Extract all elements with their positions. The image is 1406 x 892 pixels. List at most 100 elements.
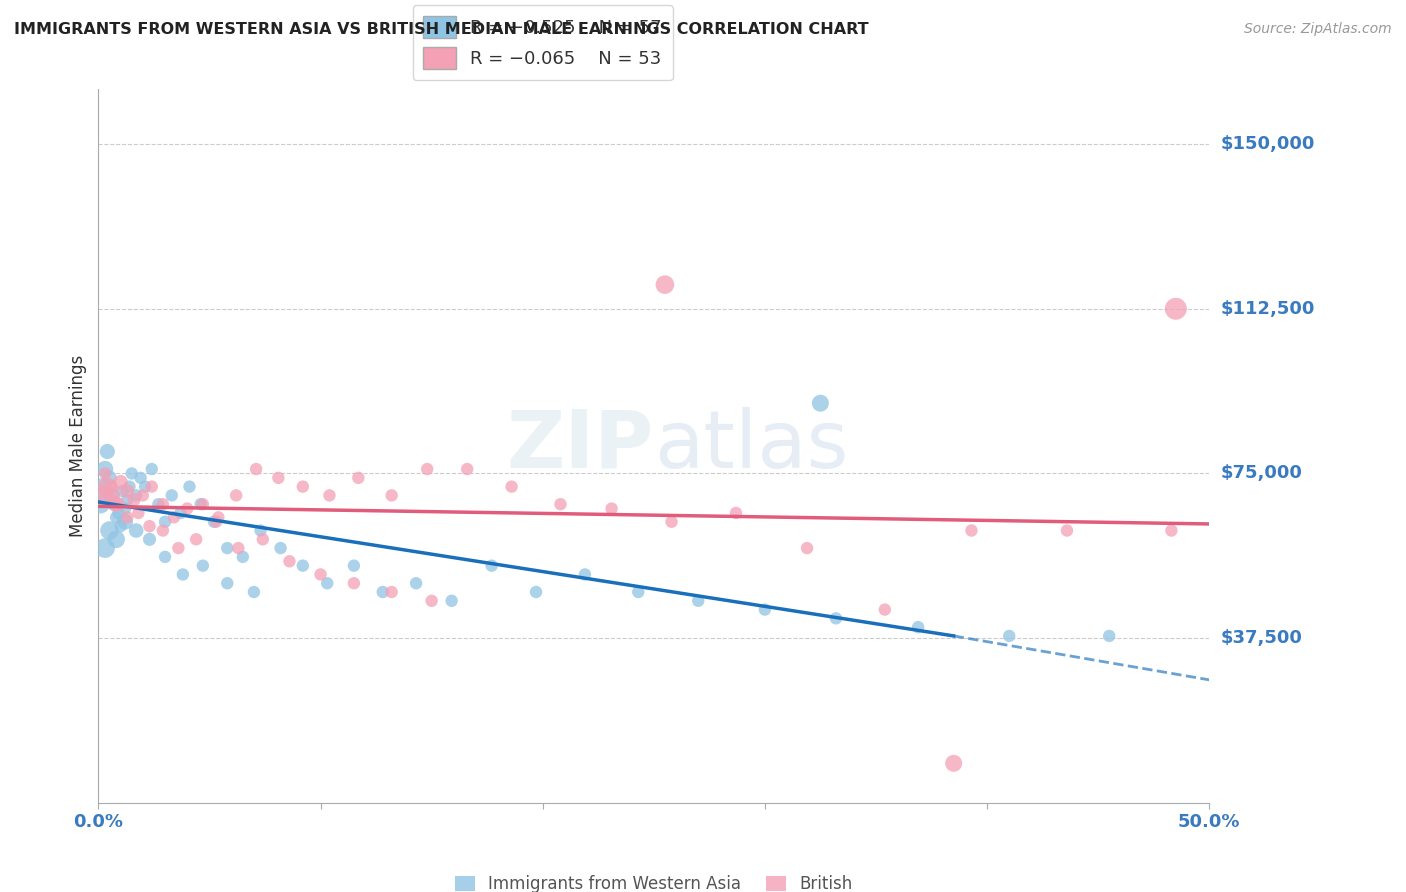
Point xyxy=(318,488,340,502)
Point xyxy=(100,488,122,502)
Point xyxy=(121,467,143,481)
Point xyxy=(688,594,710,608)
Point xyxy=(138,519,160,533)
Point xyxy=(94,541,117,555)
Point xyxy=(134,480,156,494)
Point xyxy=(825,611,848,625)
Point xyxy=(96,480,118,494)
Point xyxy=(810,396,832,410)
Legend: Immigrants from Western Asia, British: Immigrants from Western Asia, British xyxy=(449,868,859,892)
Point xyxy=(111,483,134,498)
Point xyxy=(114,515,136,529)
Point xyxy=(1098,629,1121,643)
Point xyxy=(1056,524,1078,538)
Point xyxy=(202,515,225,529)
Point xyxy=(117,510,139,524)
Point xyxy=(309,567,332,582)
Point xyxy=(105,533,128,547)
Point xyxy=(343,576,366,591)
Point xyxy=(416,462,439,476)
Point xyxy=(654,277,676,292)
Point xyxy=(103,497,125,511)
Point xyxy=(100,480,122,494)
Point xyxy=(661,515,683,529)
Point xyxy=(942,756,965,771)
Point xyxy=(141,462,163,476)
Point xyxy=(107,497,129,511)
Point xyxy=(481,558,503,573)
Text: ZIP: ZIP xyxy=(506,407,654,485)
Point xyxy=(207,510,229,524)
Point xyxy=(105,510,128,524)
Point xyxy=(110,519,132,533)
Point xyxy=(343,558,366,573)
Text: $37,500: $37,500 xyxy=(1220,629,1302,647)
Text: atlas: atlas xyxy=(654,407,848,485)
Point xyxy=(316,576,339,591)
Text: $75,000: $75,000 xyxy=(1220,465,1302,483)
Point xyxy=(94,462,117,476)
Point xyxy=(550,497,572,511)
Point xyxy=(960,524,983,538)
Text: $112,500: $112,500 xyxy=(1220,300,1315,318)
Point xyxy=(105,497,128,511)
Point xyxy=(172,567,194,582)
Point xyxy=(90,497,112,511)
Point xyxy=(627,585,650,599)
Text: IMMIGRANTS FROM WESTERN ASIA VS BRITISH MEDIAN MALE EARNINGS CORRELATION CHART: IMMIGRANTS FROM WESTERN ASIA VS BRITISH … xyxy=(14,22,869,37)
Point xyxy=(217,541,239,555)
Point xyxy=(291,480,314,494)
Point xyxy=(176,501,198,516)
Point xyxy=(153,515,176,529)
Point xyxy=(96,444,118,458)
Point xyxy=(91,488,114,502)
Point xyxy=(873,602,896,616)
Point xyxy=(94,467,117,481)
Point xyxy=(243,585,266,599)
Point xyxy=(252,533,274,547)
Point xyxy=(117,483,139,498)
Point xyxy=(724,506,747,520)
Text: Source: ZipAtlas.com: Source: ZipAtlas.com xyxy=(1244,22,1392,37)
Point xyxy=(270,541,292,555)
Point xyxy=(1164,301,1187,316)
Point xyxy=(347,471,370,485)
Point xyxy=(501,480,523,494)
Point xyxy=(217,576,239,591)
Point xyxy=(141,480,163,494)
Point xyxy=(405,576,427,591)
Point xyxy=(148,497,170,511)
Point xyxy=(232,549,254,564)
Point xyxy=(100,488,122,502)
Point xyxy=(117,492,139,507)
Point xyxy=(381,488,404,502)
Point xyxy=(420,594,443,608)
Point xyxy=(998,629,1021,643)
Point xyxy=(153,549,176,564)
Point xyxy=(371,585,394,599)
Point xyxy=(291,558,314,573)
Point xyxy=(152,524,174,538)
Point xyxy=(191,558,214,573)
Point xyxy=(118,480,141,494)
Point xyxy=(138,533,160,547)
Point xyxy=(796,541,818,555)
Point xyxy=(600,501,623,516)
Point xyxy=(125,488,148,502)
Point xyxy=(163,510,186,524)
Point xyxy=(98,471,121,485)
Text: $150,000: $150,000 xyxy=(1220,135,1315,153)
Point xyxy=(132,488,155,502)
Point xyxy=(1160,524,1182,538)
Point xyxy=(381,585,404,599)
Point xyxy=(191,497,214,511)
Point xyxy=(278,554,301,568)
Point xyxy=(129,471,152,485)
Point xyxy=(167,541,190,555)
Point xyxy=(524,585,547,599)
Point xyxy=(907,620,929,634)
Point xyxy=(107,506,129,520)
Point xyxy=(122,492,145,507)
Point xyxy=(190,497,212,511)
Point xyxy=(249,524,271,538)
